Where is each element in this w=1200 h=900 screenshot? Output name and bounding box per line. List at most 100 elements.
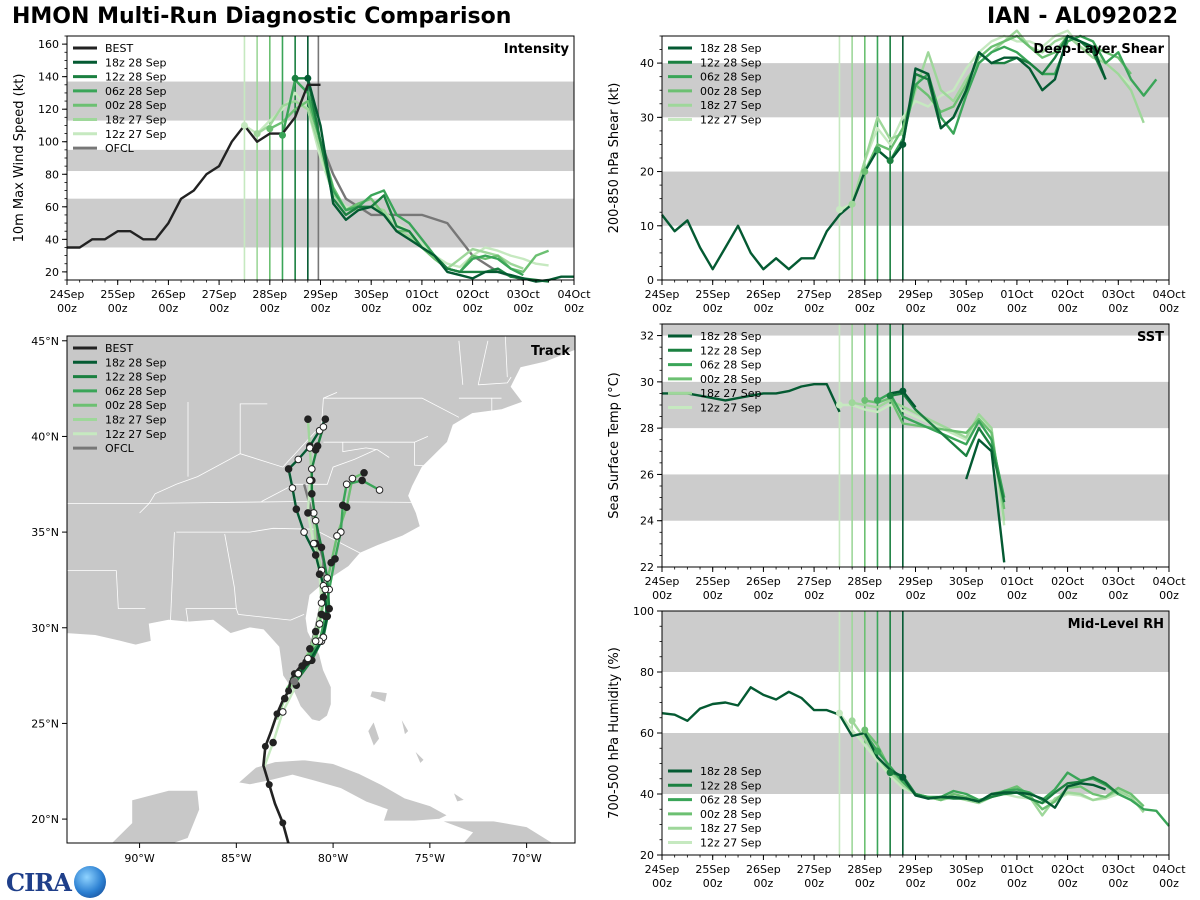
x-tick-label: 00z xyxy=(855,589,875,602)
x-tick-label: 00z xyxy=(513,302,533,315)
forecast-point xyxy=(294,669,303,678)
series-line-18z-28-sep xyxy=(661,686,1107,809)
legend-label: 00z 28 Sep xyxy=(700,85,762,98)
lat-tick-label: 45°N xyxy=(31,335,59,348)
x-tick-label: 26Sep xyxy=(151,288,186,301)
forecast-point xyxy=(304,654,312,663)
legend-label: 12z 28 Sep xyxy=(105,71,167,84)
x-tick-label: 27Sep xyxy=(202,288,237,301)
panel-title: Deep-Layer Shear xyxy=(1033,42,1164,57)
lat-tick-label: 35°N xyxy=(31,526,59,539)
state-border xyxy=(67,501,415,504)
legend-label: 00z 28 Sep xyxy=(700,808,762,821)
x-tick-label: 00z xyxy=(209,302,229,315)
state-border xyxy=(224,533,237,609)
x-tick-label: 03Oct xyxy=(507,288,541,301)
legend-label: 00z 28 Sep xyxy=(700,373,762,386)
forecast-point xyxy=(308,465,316,473)
x-tick-label: 28Sep xyxy=(847,575,882,588)
forecast-point xyxy=(342,480,351,489)
state-border xyxy=(477,340,489,385)
y-tick-label: 32 xyxy=(640,330,654,343)
state-border xyxy=(235,608,291,621)
legend-label: 18z 28 Sep xyxy=(700,765,762,778)
state-border xyxy=(342,442,390,458)
sst-panel: 22242628303224Sep00z25Sep00z26Sep00z27Se… xyxy=(607,323,1186,602)
land-shape xyxy=(67,790,201,843)
init-marker xyxy=(835,401,843,409)
forecast-point xyxy=(323,574,332,582)
init-marker xyxy=(886,392,894,400)
init-marker xyxy=(899,387,907,395)
x-tick-label: 00z xyxy=(703,302,723,315)
init-marker xyxy=(873,396,881,404)
init-marker xyxy=(240,121,248,129)
x-tick-label: 00z xyxy=(754,589,774,602)
panel-title: Intensity xyxy=(504,42,570,57)
forecast-point xyxy=(315,620,324,628)
forecast-point xyxy=(311,637,320,645)
forecast-point xyxy=(304,415,312,424)
ofcl-point xyxy=(290,677,299,686)
init-marker xyxy=(886,769,894,777)
lon-tick-label: 80°W xyxy=(318,852,348,865)
forecast-point xyxy=(300,528,308,536)
forecast-point xyxy=(358,476,366,485)
init-marker xyxy=(304,74,312,82)
x-tick-label: 00z xyxy=(564,302,584,315)
panel-title: Track xyxy=(531,344,570,359)
x-tick-label: 04Oct xyxy=(1152,575,1186,588)
x-tick-label: 02Oct xyxy=(456,288,490,301)
x-tick-label: 30Sep xyxy=(949,863,984,876)
best-track-point xyxy=(273,710,281,718)
y-tick-label: 20 xyxy=(640,849,654,862)
forecast-point xyxy=(308,490,316,498)
forecast-point xyxy=(288,484,297,492)
cira-logo: CIRA xyxy=(4,866,114,898)
y-tick-label: 10 xyxy=(640,220,654,233)
x-tick-label: 04Oct xyxy=(1152,288,1186,301)
lat-tick-label: 30°N xyxy=(31,622,59,635)
x-tick-label: 00z xyxy=(1058,589,1078,602)
figure-title: HMON Multi-Run Diagnostic Comparison xyxy=(12,4,512,29)
x-tick-label: 00z xyxy=(804,877,824,890)
shade-band xyxy=(662,171,1169,226)
state-border xyxy=(176,527,361,554)
forecast-point xyxy=(333,532,341,540)
x-tick-label: 00z xyxy=(1007,302,1027,315)
lon-tick-label: 90°W xyxy=(124,852,154,865)
y-tick-label: 60 xyxy=(45,201,59,214)
x-tick-label: 24Sep xyxy=(645,288,680,301)
x-tick-label: 27Sep xyxy=(797,288,832,301)
globe-icon xyxy=(74,866,106,898)
init-marker xyxy=(848,200,856,208)
y-tick-label: 80 xyxy=(45,168,59,181)
x-tick-label: 03Oct xyxy=(1102,288,1136,301)
x-tick-label: 00z xyxy=(1058,877,1078,890)
y-axis-label: 10m Max Wind Speed (kt) xyxy=(12,74,27,243)
logo-text: CIRA xyxy=(6,868,72,897)
forecast-point xyxy=(278,708,287,716)
x-tick-label: 00z xyxy=(108,302,128,315)
init-marker xyxy=(835,206,843,214)
legend-label: 18z 27 Sep xyxy=(700,387,762,400)
series-line-12z-27-sep xyxy=(243,91,549,269)
x-tick-label: 00z xyxy=(754,302,774,315)
panel-title: Mid-Level RH xyxy=(1068,617,1164,632)
land-shape xyxy=(369,690,388,703)
y-tick-label: 40 xyxy=(640,57,654,70)
x-tick-label: 02Oct xyxy=(1051,575,1085,588)
land-shape xyxy=(452,791,466,803)
x-tick-label: 27Sep xyxy=(797,575,832,588)
forecast-point xyxy=(304,509,312,517)
legend-label: 18z 28 Sep xyxy=(700,330,762,343)
lat-tick-label: 20°N xyxy=(31,813,59,826)
state-border xyxy=(414,442,430,467)
x-tick-label: 00z xyxy=(463,302,483,315)
init-marker xyxy=(861,726,869,734)
x-tick-label: 02Oct xyxy=(1051,288,1085,301)
forecast-point xyxy=(321,585,330,594)
x-tick-label: 04Oct xyxy=(557,288,591,301)
legend-label: 12z 27 Sep xyxy=(700,837,762,850)
land-shape xyxy=(441,820,554,843)
